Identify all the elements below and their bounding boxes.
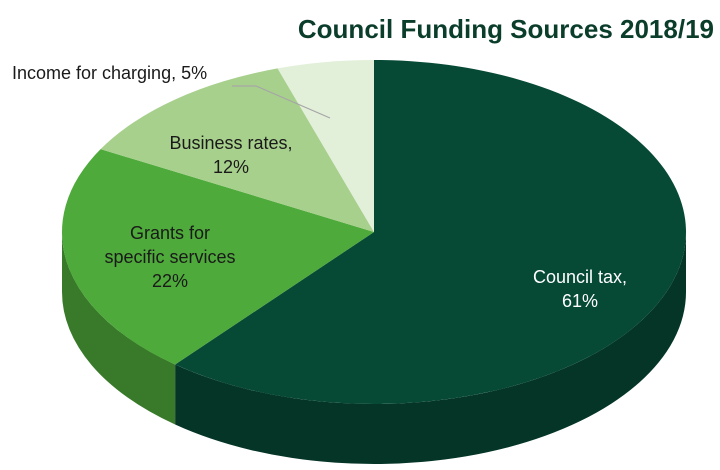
data-label-council-tax: Council tax, 61% (533, 267, 627, 311)
pie-slice-grants-for-specific-services (62, 149, 375, 365)
pie-side-grants-for-specific-services (62, 232, 176, 425)
data-label-grants-for-specific-services: Grants for specific services 22% (104, 223, 235, 291)
data-label-business-rates: Business rates, 12% (169, 133, 292, 177)
pie-slice-council-tax (175, 60, 686, 404)
data-label-income-for-charging: Income for charging, 5% (12, 63, 207, 83)
chart-title: Council Funding Sources 2018/19 (297, 14, 714, 44)
leader-line (232, 85, 331, 119)
pie-side-council-tax (175, 232, 686, 465)
pie-slice-income-for-charging (277, 60, 374, 232)
pie-slice-business-rates (100, 68, 374, 233)
